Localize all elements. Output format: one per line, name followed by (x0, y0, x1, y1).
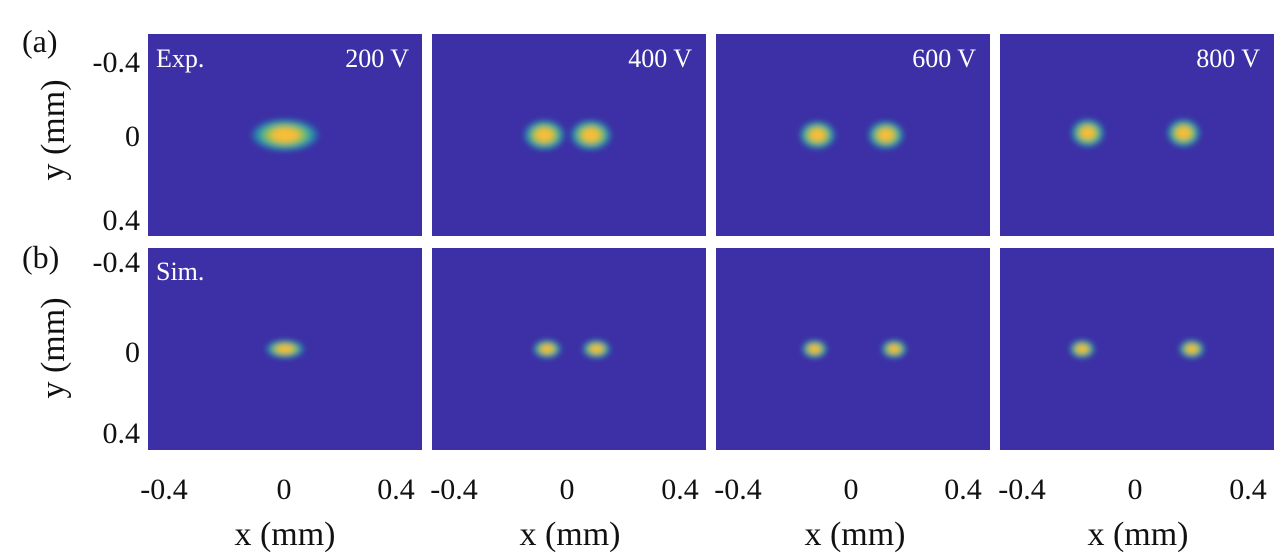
panel-label-a: (a) (22, 23, 58, 59)
x-tick-col1-right: 0.4 (377, 473, 415, 506)
heatmap-panel-sim-3 (716, 248, 990, 450)
x-tick-col3-right: 0.4 (944, 473, 982, 506)
intensity-spot-sim-3-1 (800, 338, 829, 360)
intensity-spot-sim-4-1 (1068, 338, 1096, 360)
heatmap-panel-sim-4 (1000, 248, 1274, 450)
x-axis-label-col2: x (mm) (519, 516, 620, 553)
x-tick-col4-right: 0.4 (1229, 473, 1267, 506)
x-tick-col4-left: -0.4 (998, 473, 1046, 506)
row-tag-sim: Sim. (156, 257, 204, 286)
intensity-spot-exp-4-2 (1165, 117, 1202, 149)
y-tick-row-b-top: -0.4 (93, 246, 141, 279)
y-tick-row-a-bottom: 0.4 (103, 204, 141, 237)
x-tick-col4-mid: 0 (1128, 473, 1143, 506)
panel-label-b: (b) (22, 239, 59, 275)
intensity-spot-exp-4-1 (1069, 117, 1106, 149)
heatmap-panels (148, 34, 1274, 450)
heatmap-panel-exp-3 (716, 34, 990, 236)
y-axis-label-row-b: y (mm) (35, 297, 72, 398)
x-tick-col2-mid: 0 (560, 473, 575, 506)
intensity-spot-sim-3-2 (880, 338, 908, 360)
intensity-spot-exp-2-2 (569, 118, 613, 152)
x-tick-col2-left: -0.4 (430, 473, 478, 506)
intensity-spot-exp-3-1 (798, 119, 837, 151)
y-axis-label-row-a: y (mm) (35, 79, 72, 180)
x-tick-col2-right: 0.4 (661, 473, 699, 506)
x-tick-col1-left: -0.4 (140, 473, 188, 506)
heatmap-panel-exp-2 (432, 34, 706, 236)
voltage-label-200: 200 V (345, 44, 409, 73)
x-tick-col3-left: -0.4 (714, 473, 762, 506)
x-axis-label-col4: x (mm) (1087, 516, 1188, 553)
y-tick-row-a-mid: 0 (125, 120, 140, 153)
voltage-label-400: 400 V (628, 44, 692, 73)
y-tick-row-b-bottom: 0.4 (103, 417, 141, 450)
heatmap-panel-exp-4 (1000, 34, 1274, 236)
intensity-spot-exp-2-1 (522, 118, 567, 152)
voltage-label-800: 800 V (1196, 44, 1260, 73)
intensity-spot-exp-1-1 (249, 117, 321, 153)
x-axis-label-col3: x (mm) (804, 516, 905, 553)
intensity-spot-sim-4-2 (1178, 338, 1206, 360)
intensity-spot-sim-2-2 (581, 338, 612, 360)
y-tick-row-b-mid: 0 (125, 336, 140, 369)
row-tag-exp: Exp. (156, 44, 204, 73)
intensity-spot-sim-1-1 (264, 338, 306, 360)
y-tick-row-a-top: -0.4 (93, 46, 141, 79)
x-axis-label-col1: x (mm) (234, 516, 335, 553)
x-tick-col1-mid: 0 (277, 473, 292, 506)
intensity-spot-exp-3-2 (866, 119, 906, 151)
voltage-label-600: 600 V (912, 44, 976, 73)
intensity-spot-sim-2-1 (532, 338, 563, 360)
x-tick-col3-mid: 0 (844, 473, 859, 506)
heatmap-panel-sim-2 (432, 248, 706, 450)
